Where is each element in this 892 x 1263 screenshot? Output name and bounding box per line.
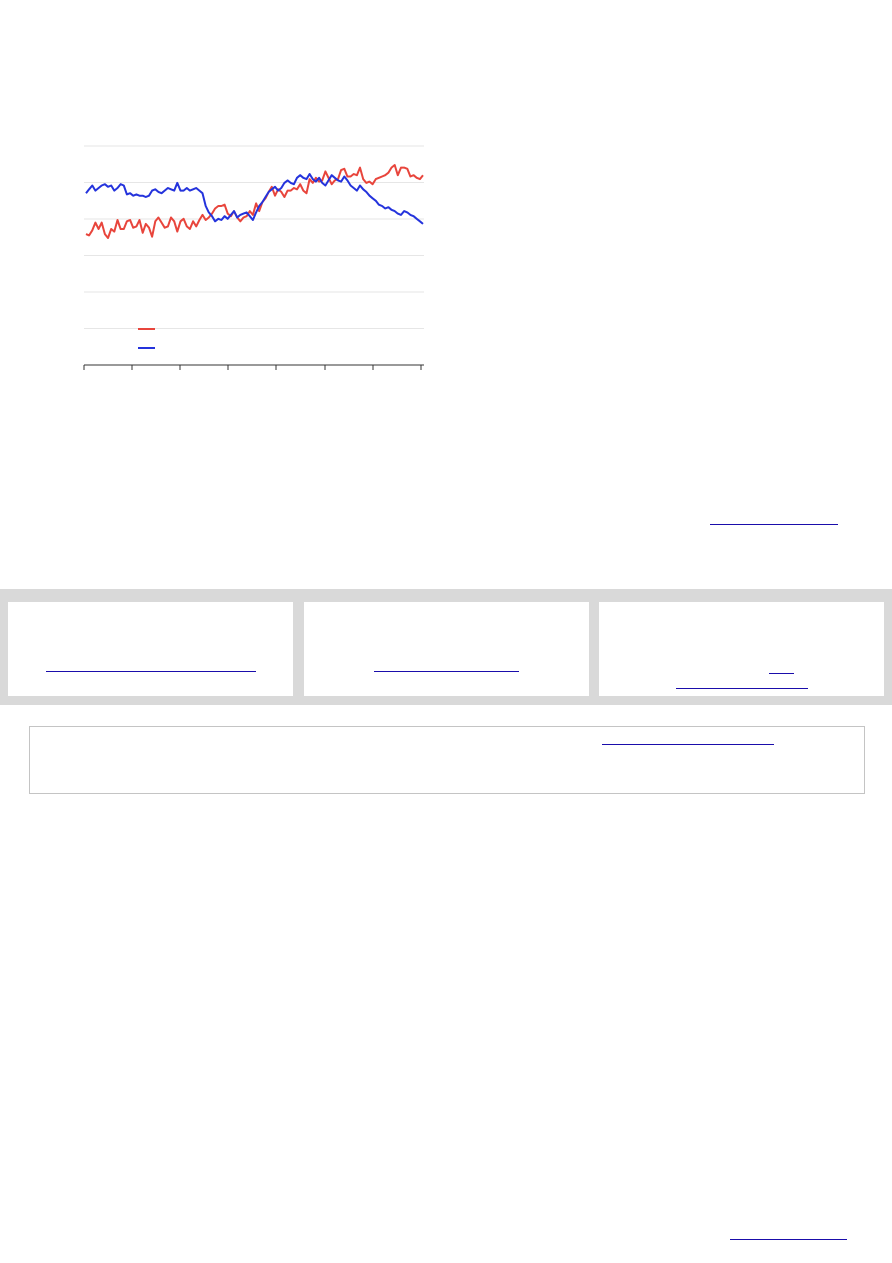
card-1-link[interactable]: [46, 671, 256, 672]
chart-legend: [138, 328, 155, 349]
card-1: [8, 602, 293, 696]
footer-link-1[interactable]: [710, 524, 838, 525]
notice-link[interactable]: [602, 744, 774, 745]
card-2-link[interactable]: [374, 671, 519, 672]
series-line-0: [85, 164, 424, 239]
card-3: [599, 602, 884, 696]
chart-gridlines: [84, 145, 424, 329]
bottom-link[interactable]: [730, 1239, 847, 1240]
chart-x-axis: [83, 364, 424, 370]
chart-series-group: [85, 164, 424, 239]
series-line-1: [85, 173, 424, 225]
line-chart: [83, 145, 424, 370]
notice-box: [29, 726, 865, 794]
card-3-link-short[interactable]: [769, 673, 794, 674]
card-3-link[interactable]: [676, 688, 808, 689]
card-2: [304, 602, 589, 696]
